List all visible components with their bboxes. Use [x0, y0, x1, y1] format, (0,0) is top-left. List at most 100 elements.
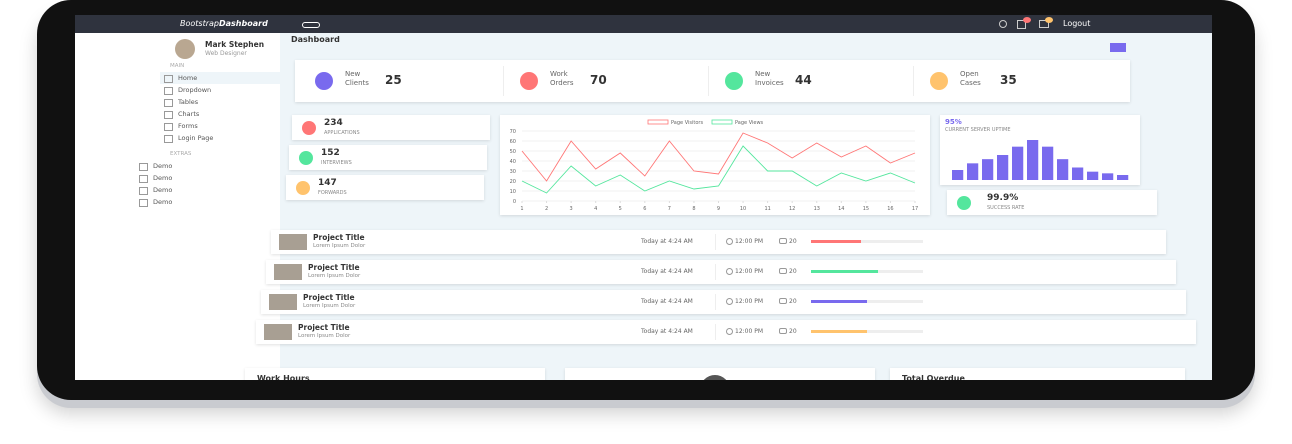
avatar: [175, 39, 195, 59]
project-image: [269, 294, 297, 310]
y-tick-label: 60: [510, 139, 516, 145]
menu-item[interactable]: Demo: [135, 196, 275, 208]
divider: [913, 66, 914, 96]
divider: [715, 234, 716, 250]
progress-track: [811, 240, 923, 243]
project-title: Project Title: [303, 293, 355, 302]
menu-item[interactable]: Login Page: [160, 132, 280, 144]
line-chart-card: 0 10 20 30 40 50 60 70 1 2 3 4 5 6 7 8 9 10 11 12 13 14 15 16 17…: [500, 115, 930, 215]
menu-item[interactable]: Demo: [135, 184, 275, 196]
legend-label: Page Views: [735, 120, 764, 126]
time-icon: [726, 268, 733, 275]
counter-label: FORWARDS: [318, 190, 347, 196]
settings-button[interactable]: [1110, 43, 1126, 52]
x-tick-label: 4: [594, 206, 597, 212]
menu-icon: [164, 87, 173, 95]
line-series: [521, 132, 916, 182]
menu-label: Demo: [153, 162, 173, 170]
stat-value: 44: [795, 73, 812, 87]
search-icon[interactable]: [999, 20, 1007, 28]
logout[interactable]: Logout: [1063, 19, 1091, 28]
menu-label: Charts: [178, 110, 200, 118]
counter-label: APPLICATIONS: [324, 130, 360, 136]
bar: [967, 163, 979, 180]
project-title: Project Title: [298, 323, 350, 332]
brand[interactable]: BootstrapDashboard: [180, 19, 268, 28]
notification-icon[interactable]: [1017, 20, 1026, 29]
x-tick-label: 1: [520, 206, 523, 212]
project-date: Today at 4:24 AM: [641, 298, 693, 305]
menu-item[interactable]: Home: [160, 72, 280, 84]
y-tick-label: 50: [510, 149, 516, 155]
counter-card: 152 INTERVIEWS: [289, 145, 487, 170]
legend-swatch: [711, 119, 733, 125]
menu-item[interactable]: Demo: [135, 160, 275, 172]
menu-icon: [164, 135, 173, 143]
uptime-card: 95% CURRENT SERVER UPTIME: [940, 115, 1140, 185]
time-icon: [726, 238, 733, 245]
divider: [715, 294, 716, 310]
menu-item[interactable]: Forms: [160, 120, 280, 132]
legend-label: Page Visitors: [671, 120, 703, 126]
y-tick-label: 20: [510, 179, 516, 185]
x-tick-label: 14: [838, 206, 844, 212]
bar: [1057, 159, 1069, 180]
project-row[interactable]: Project Title Lorem Ipsum Dolor Today at 4…: [266, 260, 1176, 284]
x-tick-label: 15: [863, 206, 869, 212]
bar: [1027, 140, 1039, 180]
comment-icon: [779, 298, 787, 304]
screen: BootstrapDashboard Logout Mark Stephen W…: [75, 15, 1212, 380]
menu-item[interactable]: Demo: [135, 172, 275, 184]
bar: [1072, 167, 1084, 180]
menu-toggle[interactable]: [302, 22, 320, 28]
brand-bold: Dashboard: [219, 19, 268, 28]
menu-label: Demo: [153, 186, 173, 194]
counter-card: 234 APPLICATIONS: [292, 115, 490, 140]
counter-icon: [296, 181, 310, 195]
divider: [715, 324, 716, 340]
menu-item[interactable]: Charts: [160, 108, 280, 120]
menu-icon: [139, 199, 148, 207]
stats-card: New Clients 25 Work Orders 70 New Invoices 44…: [295, 60, 1130, 102]
stat-value: 70: [590, 73, 607, 87]
badge: [1023, 17, 1031, 23]
menu-item[interactable]: Tables: [160, 96, 280, 108]
project-subtitle: Lorem Ipsum Dolor: [303, 303, 356, 309]
project-image: [274, 264, 302, 280]
x-tick-label: 5: [619, 206, 622, 212]
y-tick-label: 10: [510, 189, 516, 195]
stat-label: Work Orders: [550, 70, 574, 87]
project-time: 12:00 PM: [735, 328, 763, 335]
success-value: 99.9%: [987, 193, 1019, 203]
stat-icon: [520, 72, 538, 90]
menu-item[interactable]: Dropdown: [160, 84, 280, 96]
project-time: 12:00 PM: [735, 268, 763, 275]
project-row[interactable]: Project Title Lorem Ipsum Dolor Today at 4…: [261, 290, 1186, 314]
progress-bar: [811, 330, 867, 333]
progress-track: [811, 300, 923, 303]
mail-icon[interactable]: [1039, 20, 1049, 28]
menu-label: Tables: [178, 98, 199, 106]
uptime-label: CURRENT SERVER UPTIME: [945, 127, 1011, 133]
project-date: Today at 4:24 AM: [641, 238, 693, 245]
project-date: Today at 4:24 AM: [641, 268, 693, 275]
project-row[interactable]: Project Title Lorem Ipsum Dolor Today at 4…: [271, 230, 1166, 254]
progress-bar: [811, 270, 879, 273]
stat-icon: [930, 72, 948, 90]
y-tick-label: 30: [510, 169, 516, 175]
counter-icon: [299, 151, 313, 165]
menu-icon: [164, 75, 173, 83]
x-tick-label: 7: [668, 206, 671, 212]
project-image: [264, 324, 292, 340]
time-icon: [726, 298, 733, 305]
bar: [1087, 171, 1099, 180]
project-row[interactable]: Project Title Lorem Ipsum Dolor Today at 4…: [256, 320, 1196, 344]
avatar: [700, 375, 730, 380]
bar: [952, 170, 964, 180]
progress-bar: [811, 240, 862, 243]
stat-value: 25: [385, 73, 402, 87]
x-tick-label: 13: [814, 206, 820, 212]
stat-label: New Clients: [345, 70, 369, 87]
project-time: 12:00 PM: [735, 298, 763, 305]
